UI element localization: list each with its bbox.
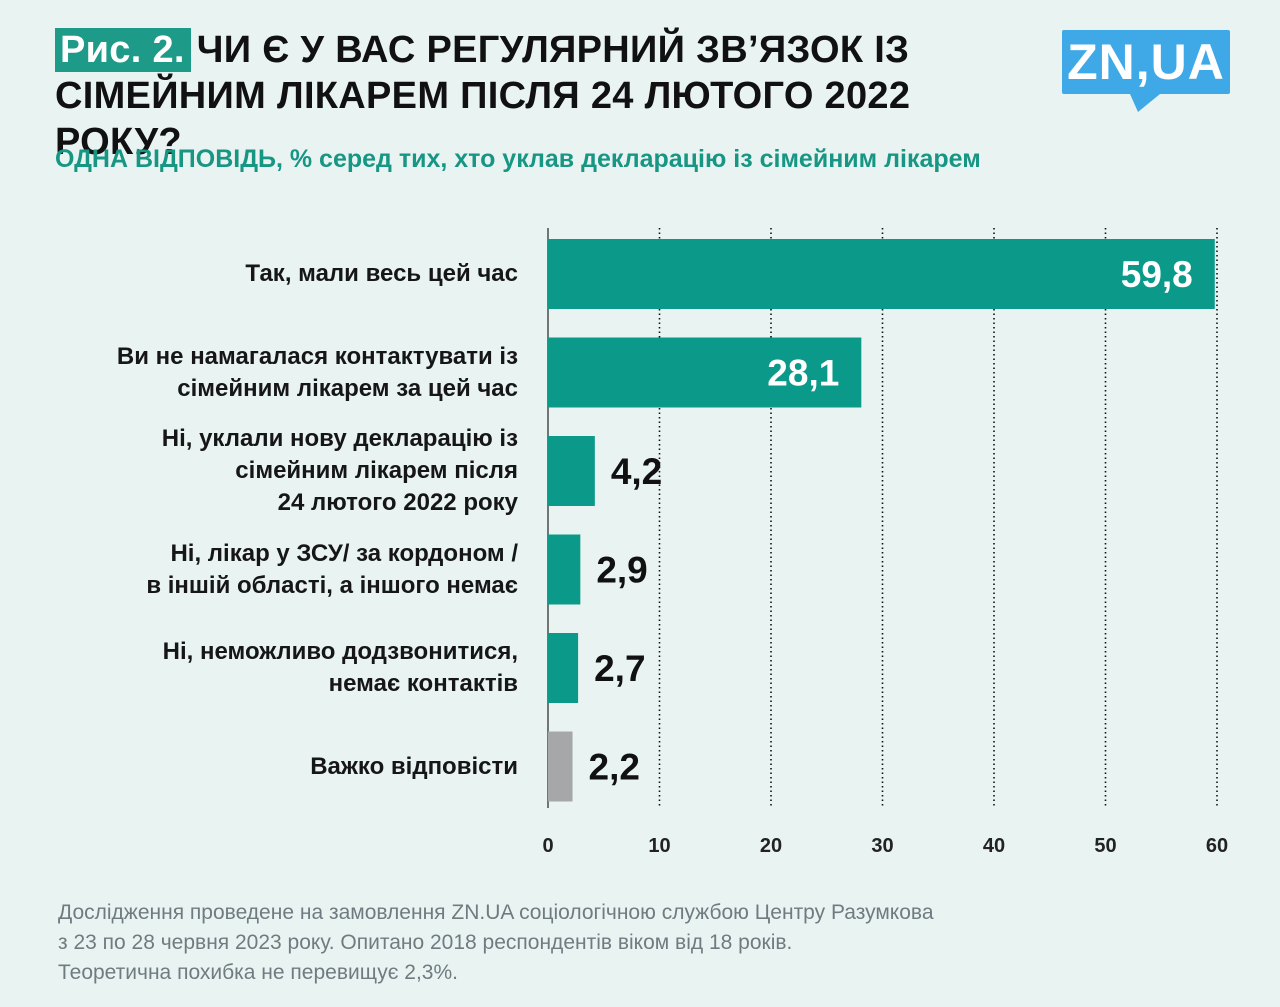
x-tick-label: 30 [871, 835, 893, 857]
bar [548, 337, 862, 408]
x-tick-label: 60 [1206, 835, 1228, 857]
bar [548, 633, 579, 703]
bar-chart: 0 10 20 30 40 50 60 59,8 28,1 4,2 2,9 2,7 2,2 [542, 228, 1228, 857]
bar [548, 731, 573, 802]
data-label: 59,8 [1121, 254, 1193, 295]
category-label-line: сімейним лікарем після [235, 457, 518, 484]
title-text: ЧИ Є У ВАС РЕГУЛЯРНИЙ ЗВ’ЯЗОК ІЗ СІМЕЙНИ… [55, 29, 911, 163]
x-tick-label: 10 [648, 835, 670, 857]
category-label: Ні, лікар у ЗСУ/ за кордоном / в іншій об… [38, 538, 518, 602]
logo-speech-tail-icon [1130, 94, 1160, 112]
footnote-line: Теоретична похибка не перевищує 2,3%. [58, 961, 458, 984]
category-label: Ні, уклали нову декларацію із сімейним лі… [38, 423, 518, 519]
footnote-line: Дослідження проведене на замовлення ZN.U… [58, 901, 934, 924]
bar [548, 534, 581, 605]
category-label-line: в іншій області, а іншого немає [146, 571, 518, 599]
category-label-line: Ні, неможливо додзвонитися, [162, 638, 518, 665]
data-label: 4,2 [611, 451, 662, 492]
category-label: Ні, неможливо додзвонитися, немає контакт… [38, 636, 518, 700]
data-label: 2,9 [596, 550, 647, 591]
category-label-line: 24 лютого 2022 року [277, 489, 518, 516]
category-label-line: немає контактів [328, 670, 518, 697]
x-tick-label: 20 [760, 835, 782, 857]
data-label: 2,2 [589, 747, 640, 788]
x-tick-label: 0 [542, 835, 553, 857]
bar [548, 436, 595, 506]
bar [548, 239, 1215, 309]
chart-subtitle: ОДНА ВІДПОВІДЬ, % серед тих, хто уклав д… [55, 145, 981, 173]
footnote-line: з 23 по 28 червня 2023 року. Опитано 201… [58, 931, 793, 954]
x-tick-label: 40 [983, 835, 1005, 857]
category-label-line: Ні, уклали нову декларацію із [161, 425, 518, 452]
x-tick-label: 50 [1094, 835, 1116, 857]
data-label: 2,7 [594, 648, 645, 689]
zn-ua-logo: ZN,UA [1062, 30, 1230, 94]
figure-label: Рис. 2. [55, 28, 191, 72]
category-label: Важко відповісти [38, 751, 518, 783]
category-label-line: сімейним лікарем за цей час [177, 374, 518, 402]
category-label-line: Так, мали весь цей час [245, 260, 518, 287]
footnote: Дослідження проведене на замовлення ZN.U… [58, 898, 1238, 988]
category-label: Так, мали весь цей час [38, 258, 518, 290]
category-label-line: Важко відповісти [310, 752, 518, 780]
category-label-line: Ні, лікар у ЗСУ/ за кордоном / [170, 539, 518, 567]
category-label-line: Ви не намагалася контактувати із [116, 342, 518, 370]
data-label: 28,1 [767, 353, 839, 394]
category-label: Ви не намагалася контактувати із сімейним… [38, 341, 518, 405]
chart-title: Рис. 2. ЧИ Є У ВАС РЕГУЛЯРНИЙ ЗВ’ЯЗОК ІЗ … [55, 27, 1045, 165]
